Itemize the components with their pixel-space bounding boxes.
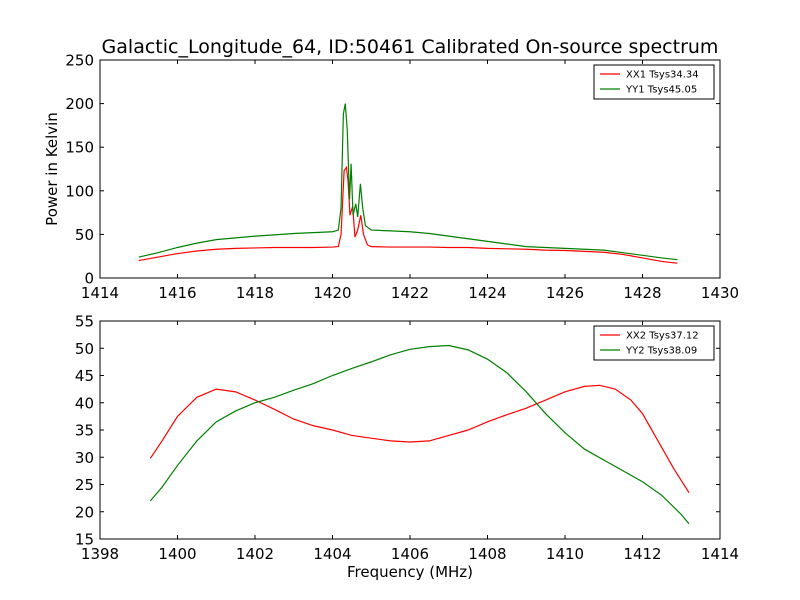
figure-title: Galactic_Longitude_64, ID:50461 Calibrat… — [102, 36, 719, 58]
series-line-1 — [138, 165, 678, 264]
y-tick-label: 50 — [75, 340, 94, 358]
x-tick-label: 1424 — [468, 284, 506, 302]
x-tick-label: 1414 — [81, 284, 119, 302]
y-tick-label: 0 — [84, 270, 94, 288]
y-tick-label: 15 — [75, 531, 94, 549]
legend-label: XX2 Tsys37.12 — [626, 331, 699, 342]
y-tick-label: 20 — [75, 503, 94, 521]
y-tick-label: 100 — [65, 182, 94, 200]
legend: XX1 Tsys34.34 YY1 Tsys45.05 — [593, 64, 715, 100]
y-axis-label: Power in Kelvin — [43, 112, 61, 226]
x-tick-label: 1412 — [623, 545, 661, 563]
legend-box — [593, 64, 715, 100]
series-line-2 — [138, 103, 678, 261]
legend-label: YY1 Tsys45.05 — [625, 85, 697, 96]
x-tick-label: 1404 — [313, 545, 351, 563]
legend-label: XX1 Tsys34.34 — [626, 70, 699, 81]
x-tick-label: 1420 — [313, 284, 351, 302]
top-subplot: 1414 1416 1418 1420 1422 1424 1426 1428 1430 0 50 1… — [43, 52, 739, 303]
series-line-2 — [149, 344, 690, 525]
y-tick-label: 45 — [75, 367, 94, 385]
y-tick-label: 30 — [75, 449, 94, 467]
x-tick-label: 1428 — [623, 284, 661, 302]
legend-box — [593, 325, 715, 361]
x-tick-label: 1430 — [701, 284, 739, 302]
x-tick-label: 1416 — [158, 284, 196, 302]
legend-label: YY2 Tsys38.09 — [625, 346, 697, 357]
y-tick-label: 35 — [75, 422, 94, 440]
y-tick-label: 25 — [75, 476, 94, 494]
x-tick-label: 1408 — [468, 545, 506, 563]
x-tick-label: 1422 — [391, 284, 429, 302]
y-tick-label: 200 — [65, 95, 94, 113]
x-tick-label: 1406 — [391, 545, 429, 563]
legend: XX2 Tsys37.12 YY2 Tsys38.09 — [593, 325, 715, 361]
x-tick-label: 1410 — [546, 545, 584, 563]
series-line-1 — [149, 384, 690, 494]
x-tick-label: 1418 — [236, 284, 274, 302]
x-tick-label: 1426 — [546, 284, 584, 302]
x-tick-label: 1402 — [236, 545, 274, 563]
y-tick-label: 250 — [65, 52, 94, 70]
x-axis-label: Frequency (MHz) — [347, 563, 473, 581]
y-tick-label: 40 — [75, 394, 94, 412]
x-tick-label: 1400 — [158, 545, 196, 563]
bottom-subplot: 1398 1400 1402 1404 1406 1408 1410 1412 1414 15 20… — [75, 313, 739, 582]
y-tick-label: 55 — [75, 313, 94, 331]
y-tick-label: 150 — [65, 139, 94, 157]
y-tick-label: 50 — [75, 226, 94, 244]
x-tick-label: 1398 — [81, 545, 119, 563]
x-tick-label: 1414 — [701, 545, 739, 563]
